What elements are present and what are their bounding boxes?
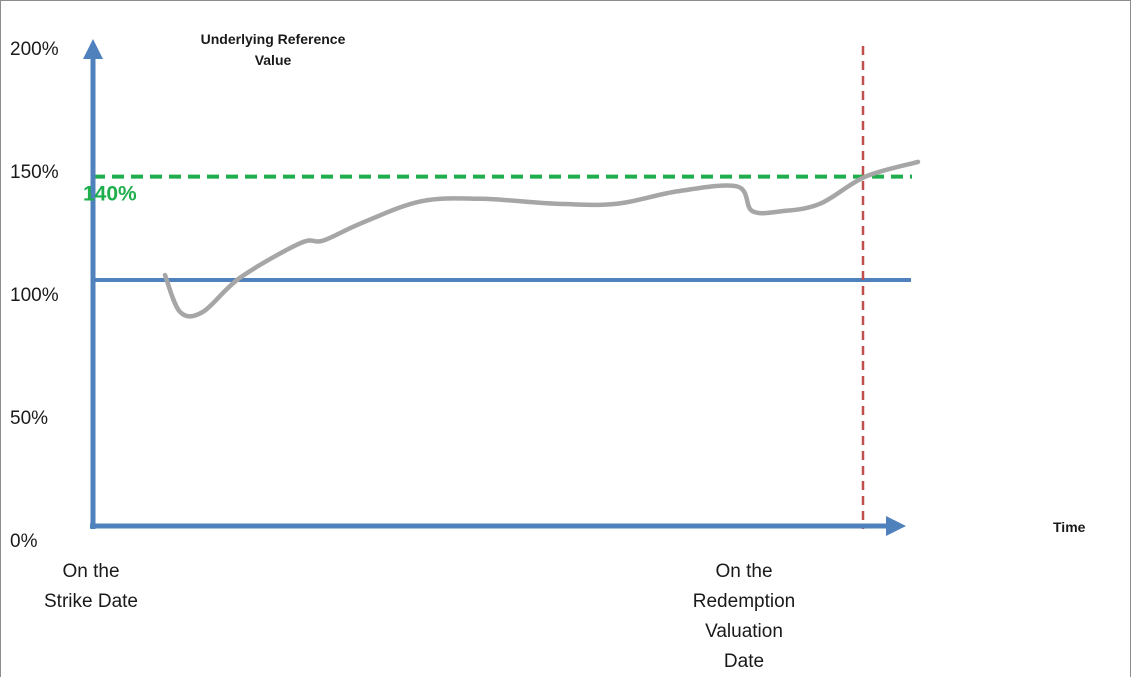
redemption-date-label: Valuation (705, 621, 783, 642)
y-tick-label: 100% (10, 285, 59, 306)
target-140-label: 140% (83, 183, 137, 206)
x-axis-title: Time (1053, 519, 1086, 535)
y-axis-title: Underlying Reference (201, 31, 346, 47)
redemption-date-label: Redemption (693, 591, 795, 612)
y-tick-label: 0% (10, 531, 38, 552)
y-axis-title: Value (255, 52, 292, 68)
underlying-value-series-line (162, 159, 921, 319)
strike-date-label: On the (62, 561, 119, 582)
y-tick-label: 150% (10, 162, 59, 183)
redemption-date-label: On the (715, 561, 772, 582)
strike-date-label: Strike Date (44, 591, 138, 612)
redemption-date-label: Date (724, 651, 764, 672)
y-tick-label: 200% (10, 39, 59, 60)
y-tick-label: 50% (10, 408, 48, 429)
